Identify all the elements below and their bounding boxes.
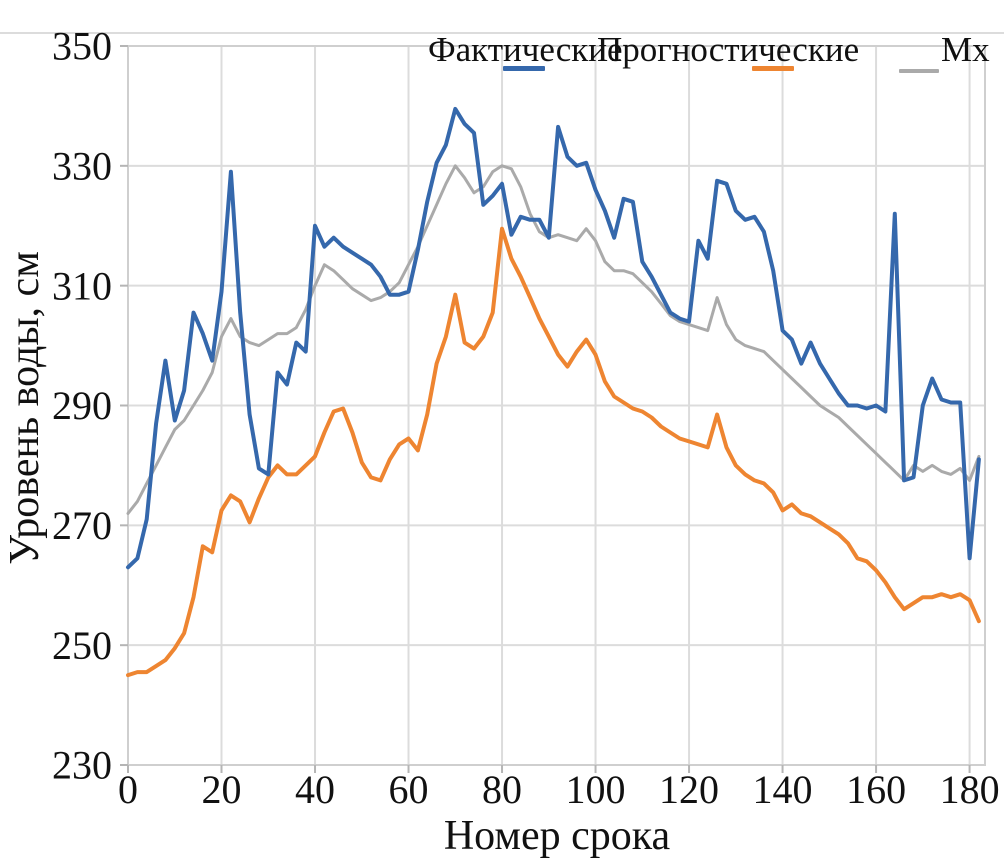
y-tick-label: 310 bbox=[52, 263, 112, 308]
x-tick-label: 40 bbox=[295, 767, 335, 812]
y-tick-label: 330 bbox=[52, 143, 112, 188]
y-axis-title: Уровень воды, см bbox=[2, 251, 48, 565]
x-tick-label: 60 bbox=[389, 767, 429, 812]
series-mx-line bbox=[126, 164, 981, 515]
series-layer bbox=[126, 106, 981, 678]
legend-swatch-actual bbox=[503, 66, 545, 71]
x-tick-label: 80 bbox=[482, 767, 522, 812]
tick-label-layer: 0 20 40 60 80 100 120 140 160 180 230 250 270 290 310 3… bbox=[52, 24, 1000, 812]
x-tick-label: 140 bbox=[753, 767, 813, 812]
y-tick-label: 270 bbox=[52, 503, 112, 548]
legend-label-actual: Фактические bbox=[428, 30, 623, 69]
y-tick-label: 350 bbox=[52, 24, 112, 69]
figure-top-border bbox=[0, 32, 1004, 34]
y-tick-label: 250 bbox=[52, 623, 112, 668]
legend-label-mx: Мх bbox=[941, 30, 990, 69]
tick-layer bbox=[120, 45, 971, 773]
x-tick-label: 160 bbox=[846, 767, 906, 812]
x-tick-label: 0 bbox=[118, 767, 138, 812]
x-axis-title: Номер срока bbox=[444, 813, 671, 858]
y-tick-label: 290 bbox=[52, 383, 112, 428]
series-actual-line bbox=[126, 106, 981, 570]
legend-label-forecast: Прогностические bbox=[597, 30, 860, 69]
legend-swatch-forecast bbox=[752, 66, 794, 71]
x-tick-label: 100 bbox=[566, 767, 626, 812]
legend-swatch-mx bbox=[899, 69, 939, 73]
x-tick-label: 20 bbox=[202, 767, 242, 812]
x-tick-label: 180 bbox=[940, 767, 1000, 812]
y-tick-label: 230 bbox=[52, 743, 112, 788]
x-tick-label: 120 bbox=[659, 767, 719, 812]
